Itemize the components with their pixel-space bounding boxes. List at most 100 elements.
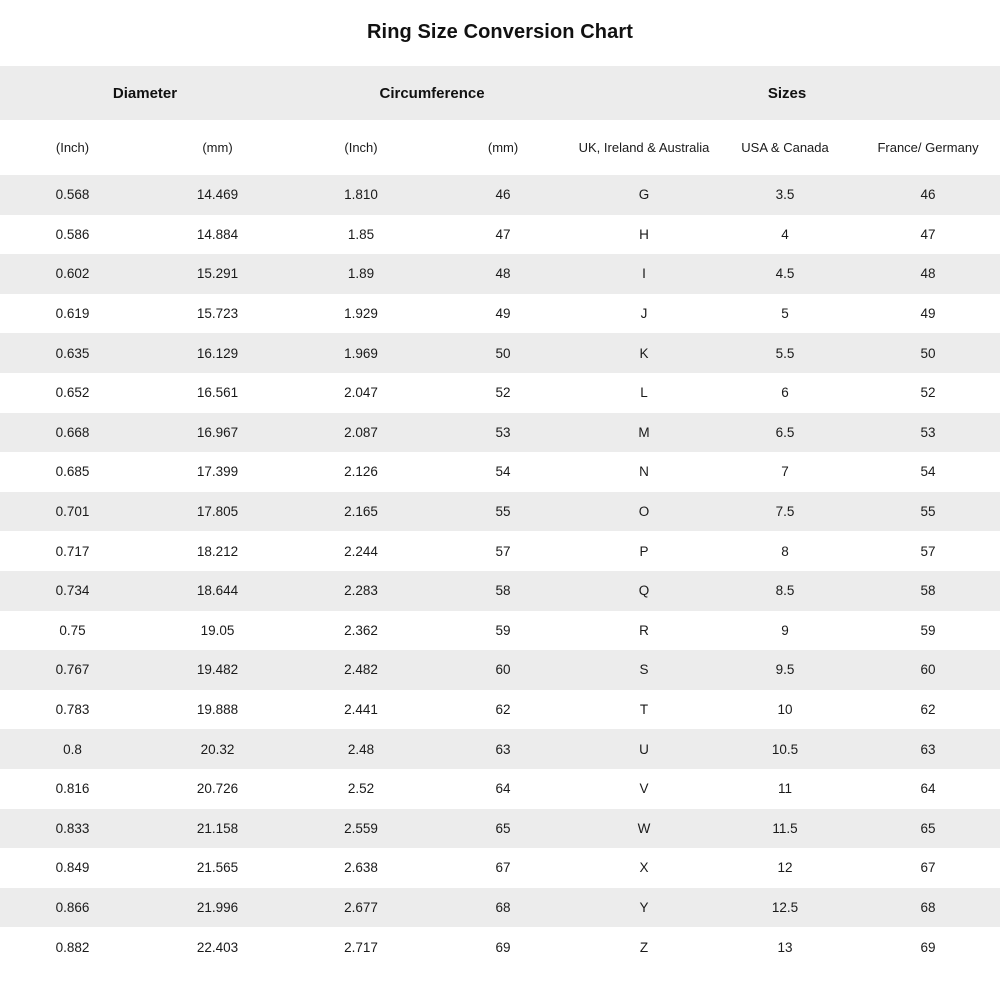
table-cell: X: [639, 860, 649, 876]
table-cell: 9.5: [775, 662, 795, 678]
table-cell: 69: [920, 939, 936, 955]
table-cell: 50: [495, 345, 511, 361]
table-cell: 47: [495, 226, 511, 242]
table-cell: 2.52: [347, 781, 375, 797]
table-cell: 0.767: [55, 662, 90, 678]
table-cell: 59: [495, 622, 511, 638]
table-row: 0.734 18.644 2.283 58 Q 8.5 58: [0, 570, 1000, 611]
table-cell: Y: [639, 899, 649, 915]
table-cell: 16.561: [196, 385, 239, 401]
table-cell: 6: [781, 385, 789, 401]
table-cell: Z: [639, 939, 649, 955]
table-cell: 0.586: [55, 226, 90, 242]
table-row: 0.816 20.726 2.52 64 V 11 64: [0, 768, 1000, 809]
table-cell: 53: [495, 424, 511, 440]
table-cell: 68: [495, 899, 511, 915]
table-cell: 0.866: [55, 899, 90, 915]
table-cell: 8.5: [775, 583, 795, 599]
table-cell: 2.48: [347, 741, 375, 757]
table-cell: 49: [920, 306, 936, 322]
column-header-1: (mm): [202, 139, 233, 155]
table-cell: J: [640, 306, 648, 322]
table-cell: G: [638, 187, 650, 203]
table-cell: L: [640, 385, 648, 401]
table-cell: 0.783: [55, 702, 90, 718]
table-cell: 18.644: [196, 583, 239, 599]
table-cell: 46: [495, 187, 511, 203]
table-body: 0.568 14.469 1.810 46 G 3.5 46 0.586 14.884 1.85 4…: [0, 175, 1000, 967]
column-header-row: (Inch) (mm) (Inch) (mm) UK, Ireland & Austra…: [0, 120, 1000, 175]
table-cell: 49: [495, 306, 511, 322]
table-cell: 14.884: [196, 226, 239, 242]
table-row: 0.783 19.888 2.441 62 T 10 62: [0, 689, 1000, 730]
table-cell: 55: [495, 504, 511, 520]
table-row: 0.685 17.399 2.126 54 N 7 54: [0, 452, 1000, 492]
table-cell: 55: [920, 504, 936, 520]
table-cell: 19.482: [196, 662, 239, 678]
table-cell: 0.816: [55, 781, 90, 797]
table-row: 0.8 20.32 2.48 63 U 10.5 63: [0, 729, 1000, 769]
table-cell: 0.635: [55, 345, 90, 361]
table-cell: 0.619: [55, 306, 90, 322]
table-cell: 3.5: [775, 187, 795, 203]
table-cell: 52: [920, 385, 936, 401]
table-cell: 0.833: [55, 820, 90, 836]
table-cell: 60: [495, 662, 511, 678]
table-cell: 10.5: [771, 741, 799, 757]
table-cell: 0.568: [55, 187, 90, 203]
table-cell: 0.652: [55, 385, 90, 401]
table-row: 0.717 18.212 2.244 57 P 8 57: [0, 531, 1000, 571]
table-cell: 59: [920, 622, 936, 638]
table-cell: 2.244: [344, 543, 378, 559]
table-cell: 2.717: [344, 939, 378, 955]
table-cell: 20.32: [200, 741, 235, 757]
table-cell: 2.362: [344, 622, 378, 638]
table-row: 0.866 21.996 2.677 68 Y 12.5 68: [0, 887, 1000, 928]
table-cell: 54: [495, 464, 511, 480]
table-row: 0.586 14.884 1.85 47 H 4 47: [0, 214, 1000, 255]
table-cell: 1.929: [344, 306, 378, 322]
table-cell: 0.882: [55, 939, 90, 955]
table-cell: 65: [920, 820, 936, 836]
table-cell: 0.685: [55, 464, 90, 480]
table-cell: 2.126: [344, 464, 378, 480]
table-cell: 4: [781, 226, 789, 242]
table-row: 0.602 15.291 1.89 48 I 4.5 48: [0, 254, 1000, 294]
table-cell: 47: [920, 226, 936, 242]
table-cell: 0.8: [63, 741, 82, 757]
table-cell: 0.701: [55, 504, 90, 520]
table-cell: 52: [495, 385, 511, 401]
table-cell: 12: [777, 860, 793, 876]
table-cell: 17.399: [196, 464, 239, 480]
table-cell: M: [638, 424, 650, 440]
table-cell: 5.5: [775, 345, 795, 361]
table-cell: 53: [920, 424, 936, 440]
table-cell: 0.849: [55, 860, 90, 876]
table-cell: 64: [495, 781, 511, 797]
table-head: Diameter Circumference Sizes (Inch) (mm) (In…: [0, 66, 1000, 175]
table-cell: V: [639, 781, 649, 797]
table-cell: 2.638: [344, 860, 378, 876]
table-cell: 2.559: [344, 820, 378, 836]
table-cell: 2.047: [344, 385, 378, 401]
table-cell: 12.5: [771, 899, 799, 915]
table-cell: O: [638, 504, 650, 520]
table-cell: 63: [920, 741, 936, 757]
table-cell: 5: [781, 306, 789, 322]
ring-size-conversion-table: Diameter Circumference Sizes (Inch) (mm) (In…: [0, 66, 1000, 967]
table-cell: 17.805: [196, 504, 239, 520]
table-cell: 21.996: [196, 899, 239, 915]
table-cell: 57: [920, 543, 936, 559]
table-cell: 13: [777, 939, 793, 955]
table-cell: 1.810: [344, 187, 378, 203]
table-cell: 20.726: [196, 781, 239, 797]
table-row: 0.75 19.05 2.362 59 R 9 59: [0, 610, 1000, 651]
table-cell: S: [639, 662, 649, 678]
table-cell: 2.441: [344, 702, 378, 718]
table-cell: 11.5: [772, 820, 798, 836]
table-row: 0.849 21.565 2.638 67 X 12 67: [0, 848, 1000, 888]
table-cell: 68: [920, 899, 936, 915]
group-header-sizes: Sizes: [767, 84, 807, 102]
table-cell: 16.129: [196, 345, 239, 361]
